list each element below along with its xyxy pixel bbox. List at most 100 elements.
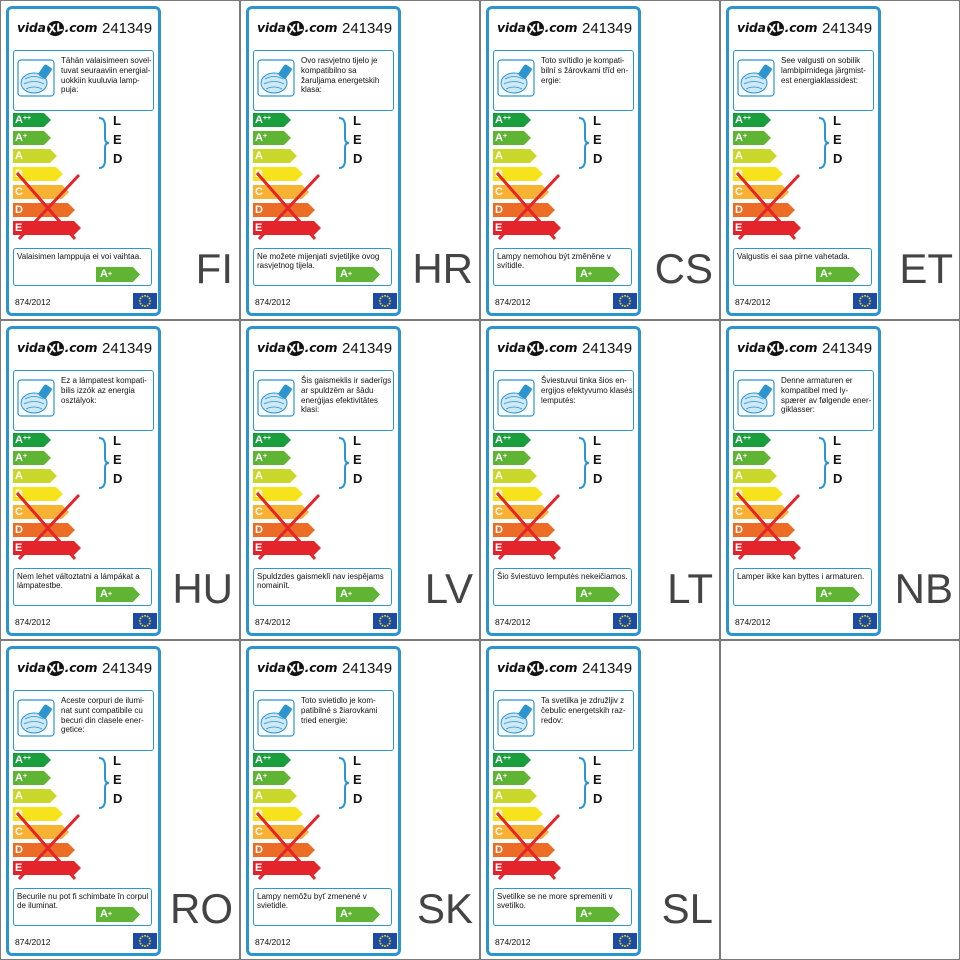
label-cell-hr: vidaXL.com 241349 Ovo rasvjetno tijelo je …	[240, 0, 480, 320]
non-replaceable-box: Šio šviestuvo lemputės nekeičiamos. A+	[493, 568, 632, 606]
lamp-bulb-icon	[257, 699, 295, 737]
energy-label: vidaXL.com 241349 Tähän valaisimeen sovel-…	[6, 6, 161, 316]
lamp-bulb-icon	[737, 59, 775, 97]
led-letter: D	[593, 151, 603, 166]
non-replaceable-text: Lamper ikke kan byttes i armaturen.	[737, 572, 865, 581]
energy-label: vidaXL.com 241349 See valgusti on sobilik …	[726, 6, 881, 316]
lamp-bulb-icon	[17, 59, 55, 97]
led-letter: L	[353, 113, 361, 128]
eu-flag-icon	[373, 293, 397, 309]
energy-label: vidaXL.com 241349 Šviestuvui tinka šios en…	[486, 326, 641, 636]
description-box: Ovo rasvjetno tijelo je kompatibilno sa …	[253, 50, 394, 111]
energy-class-badge: A+	[576, 267, 620, 282]
excluded-classes-cross-icon	[255, 812, 321, 881]
energy-class-bar: D	[493, 523, 555, 537]
energy-class-bar: C	[13, 185, 69, 199]
energy-class-badge: A+	[96, 267, 140, 282]
language-code: SL	[661, 885, 713, 932]
language-code: SK	[416, 885, 473, 932]
led-letter: D	[593, 471, 603, 486]
energy-class-bar: C	[253, 825, 309, 839]
non-replaceable-box: Lampy nemohou být změněne v svítidle. A+	[493, 248, 632, 286]
compatibility-text: Ovo rasvjetno tijelo je kompatibilno sa …	[301, 56, 380, 95]
compatibility-text: Ta svetilka je združljiv z čebulic energ…	[541, 696, 626, 725]
energy-class-bar: A++	[253, 753, 291, 767]
curly-brace-icon	[578, 757, 590, 809]
energy-class-bar: A+	[493, 451, 531, 465]
energy-class-bar: C	[253, 185, 309, 199]
led-letter: D	[113, 791, 123, 806]
energy-class-scale: A++A+ABCDE	[733, 433, 813, 563]
lamp-bulb-icon	[497, 699, 535, 737]
description-box: Toto svítidlo je kompati-bilní s žárovka…	[493, 50, 634, 111]
energy-class-scale: A++A+ABCDE	[253, 433, 333, 563]
excluded-classes-cross-icon	[15, 172, 81, 241]
vidaxl-logo: vidaXL.com	[497, 659, 578, 678]
eu-flag-icon	[613, 293, 637, 309]
energy-class-badge: A+	[336, 587, 380, 602]
curly-brace-icon	[98, 757, 110, 809]
energy-class-bar: C	[13, 505, 69, 519]
vidaxl-logo: vidaXL.com	[17, 659, 98, 678]
led-letter: L	[353, 433, 361, 448]
eu-flag-icon	[853, 293, 877, 309]
led-letter: L	[593, 433, 601, 448]
eu-flag-icon	[133, 613, 157, 629]
compatibility-text: Toto svietidlo je kom-patibilné s žiarov…	[301, 696, 378, 725]
description-box: Ez a lámpatest kompati-bilis izzók az en…	[13, 370, 154, 431]
energy-class-bar: A	[13, 469, 57, 483]
empty-cell	[720, 640, 960, 960]
non-replaceable-text: Nem lehet változtatni a lámpákat a lámpa…	[17, 572, 140, 591]
led-letter: D	[353, 151, 363, 166]
energy-class-bar: A+	[253, 771, 291, 785]
description-box: Aceste corpuri de ilumi-nat sunt compati…	[13, 690, 154, 751]
led-letter: E	[353, 452, 362, 467]
energy-class-bar: A	[13, 149, 57, 163]
energy-class-bar: A++	[733, 433, 771, 447]
product-id: 241349	[582, 340, 633, 357]
compatibility-text: Toto svítidlo je kompati-bilní s žárovka…	[541, 56, 629, 85]
energy-class-bar: A	[253, 789, 297, 803]
energy-class-scale: A++A+ABCDE	[733, 113, 813, 243]
compatibility-text: Tähän valaisimeen sovel-tuvat seuraaviin…	[61, 56, 152, 95]
label-cell-et: vidaXL.com 241349 See valgusti on sobilik …	[720, 0, 960, 320]
non-replaceable-box: Spuldzdes gaismeklī nav iespējams nomain…	[253, 568, 392, 606]
energy-class-badge: A+	[816, 587, 860, 602]
energy-class-scale: A++A+ABCDE	[493, 753, 573, 883]
led-letter: D	[353, 791, 363, 806]
energy-class-scale: A++A+ABCDE	[13, 113, 93, 243]
energy-class-bar: A++	[13, 113, 51, 127]
language-code: HU	[172, 565, 233, 612]
energy-class-badge: A+	[576, 587, 620, 602]
excluded-classes-cross-icon	[15, 492, 81, 561]
description-box: Šviestuvui tinka šios en-ergijos efektyv…	[493, 370, 634, 431]
excluded-classes-cross-icon	[255, 172, 321, 241]
vidaxl-logo: vidaXL.com	[497, 19, 578, 38]
non-replaceable-text: Lampy nemôžu byť zmenené v svietidle.	[257, 892, 367, 911]
label-cell-sl: vidaXL.com 241349 Ta svetilka je združljiv…	[480, 640, 720, 960]
led-letter: L	[353, 753, 361, 768]
led-letter: E	[353, 132, 362, 147]
energy-class-bar: A+	[13, 771, 51, 785]
led-letter: L	[593, 113, 601, 128]
energy-class-scale: A++A+ABCDE	[13, 753, 93, 883]
energy-class-scale: A++A+ABCDE	[13, 433, 93, 563]
compatibility-text: Šviestuvui tinka šios en-ergijos efektyv…	[541, 376, 633, 405]
vidaxl-logo: vidaXL.com	[737, 19, 818, 38]
eu-flag-icon	[373, 613, 397, 629]
led-letter: L	[113, 433, 121, 448]
energy-class-bar: A+	[733, 131, 771, 145]
compatibility-text: Denne armaturen er kompatibel med ly-spæ…	[781, 376, 872, 415]
label-cell-lv: vidaXL.com 241349 Šis gaismeklis ir saderī…	[240, 320, 480, 640]
energy-class-bar: C	[733, 185, 789, 199]
energy-class-bar: C	[733, 505, 789, 519]
energy-class-bar: D	[13, 843, 75, 857]
energy-class-bar: A	[493, 149, 537, 163]
description-box: See valgusti on sobilik lambipirnidega j…	[733, 50, 874, 111]
